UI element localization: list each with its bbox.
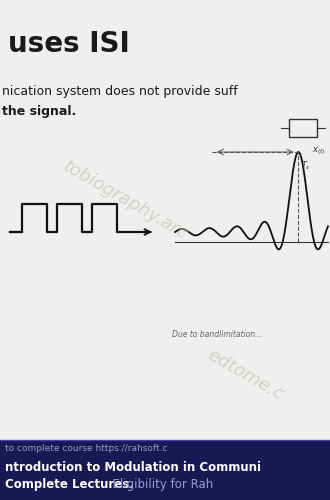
Text: Eligibility for Rah: Eligibility for Rah [105,478,213,491]
Text: nication system does not provide suff: nication system does not provide suff [2,85,238,98]
Text: $x_{(t)}$: $x_{(t)}$ [313,145,326,157]
Text: tobiography.arc: tobiography.arc [59,157,191,243]
Text: to complete course https://rahsoft.c: to complete course https://rahsoft.c [5,444,168,453]
Text: uses ISI: uses ISI [8,30,130,58]
Text: Due to bandlimitation...: Due to bandlimitation... [172,330,262,339]
Bar [0,440,330,500]
Text: the signal.: the signal. [2,105,76,118]
Text: Complete Lectures.: Complete Lectures. [5,478,134,491]
Bar [289,119,317,137]
Text: edtome.c: edtome.c [205,346,287,404]
Text: ntroduction to Modulation in Communi: ntroduction to Modulation in Communi [5,461,261,474]
Text: $T_s$: $T_s$ [301,160,311,172]
